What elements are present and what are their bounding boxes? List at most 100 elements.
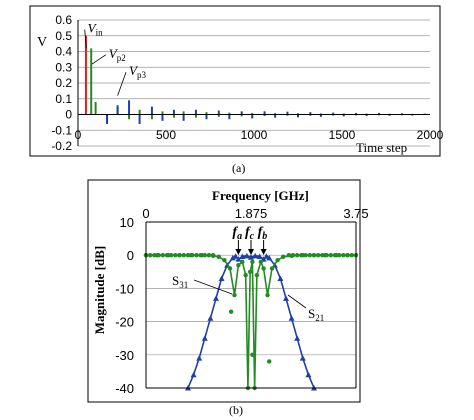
panel-b-caption: (b) bbox=[229, 403, 243, 417]
s31-subscript: 31 bbox=[179, 280, 188, 290]
panel-b-s31-point bbox=[303, 253, 308, 258]
panel-b-s21-point bbox=[229, 254, 236, 261]
panel-b-s31-point bbox=[211, 253, 216, 258]
annotation-main: V bbox=[88, 21, 98, 36]
panel-b-frequency-marker-label: fa bbox=[232, 225, 242, 242]
panel-b-s31-point bbox=[320, 253, 325, 258]
panel-a-y-tick: -0.1 bbox=[51, 123, 72, 137]
panel-b-s31-point bbox=[345, 253, 350, 258]
panel-b-s31-point bbox=[160, 253, 165, 258]
panel-a-annotation-arrow bbox=[91, 54, 107, 65]
panel-b-s31-point bbox=[307, 253, 312, 258]
panel-b-s31-point bbox=[169, 253, 174, 258]
panel-a-x-tick: 500 bbox=[156, 128, 176, 142]
marker-main: f bbox=[245, 225, 251, 240]
marker-subscript: b bbox=[262, 231, 267, 242]
panel-b-s31-point bbox=[265, 292, 270, 298]
panel-a-voltage-chart: 0.60.50.40.30.20.10-0.1-0.20 500 1000 1500 2… bbox=[29, 5, 444, 175]
panel-b-y-tick: 10 bbox=[120, 215, 134, 230]
panel-b-magnitude-chart: Frequency [GHz] 10 0 -10 -20 -30 -40 0 1.875 3.7… bbox=[87, 179, 369, 417]
panel-b-y-tick: -30 bbox=[115, 348, 134, 363]
panel-b-s31-point bbox=[261, 266, 266, 271]
panel-b-s21-point bbox=[239, 253, 246, 260]
panel-b-frequency-marker-label: fb bbox=[258, 225, 268, 242]
panel-b-s31-point bbox=[295, 253, 300, 258]
panel-b-y-tick: -40 bbox=[115, 381, 134, 396]
panel-a-x-tick: 2000 bbox=[417, 128, 444, 142]
marker-subscript: c bbox=[250, 231, 255, 242]
panel-b-s31-point bbox=[156, 253, 161, 258]
annotation-main: V bbox=[129, 63, 139, 78]
annotation-subscript: p2 bbox=[117, 53, 126, 63]
panel-b-s31-outlier bbox=[250, 352, 255, 357]
panel-b-x-label: Frequency [GHz] bbox=[212, 188, 309, 203]
panel-b-s31-point bbox=[290, 253, 296, 258]
annotation-main: V bbox=[109, 46, 119, 61]
panel-b-s31-point bbox=[227, 266, 233, 271]
panel-a-x-label: Time step bbox=[356, 140, 407, 155]
panel-b-y-tick: -20 bbox=[115, 315, 134, 330]
panel-b-y-tick: 0 bbox=[127, 248, 134, 263]
panel-b-y-label: Magnitude [dB] bbox=[92, 246, 107, 334]
marker-main: f bbox=[258, 225, 264, 240]
panel-b-frequency-marker-label: fc bbox=[245, 225, 255, 242]
panel-b-s31-outlier bbox=[228, 309, 234, 314]
panel-b-s31-point bbox=[286, 253, 291, 258]
panel-b-s31-pointer bbox=[193, 279, 233, 295]
panel-a-y-label: V bbox=[37, 35, 47, 50]
panel-b-s21-point bbox=[256, 253, 263, 260]
panel-b-s21-point bbox=[288, 315, 295, 321]
panel-b-s31-point bbox=[222, 257, 227, 263]
panel-a-y-tick: 0 bbox=[65, 108, 72, 122]
panel-b-marker-arrow-head bbox=[260, 249, 267, 255]
panel-b-s31-point bbox=[152, 253, 157, 258]
panel-b-s21-point bbox=[232, 253, 239, 259]
panel-b-s21-point bbox=[196, 355, 203, 361]
panel-b-s31-point bbox=[281, 254, 286, 260]
panel-b-s31-point bbox=[341, 253, 346, 258]
panel-a-annotation-label: Vp3 bbox=[129, 63, 146, 80]
panel-b-s21-point bbox=[213, 295, 219, 301]
panel-a-y-tick: 0.3 bbox=[55, 60, 72, 74]
panel-b-s31-point bbox=[311, 253, 317, 258]
marker-main: f bbox=[232, 225, 238, 240]
panel-b-s21-point bbox=[235, 256, 242, 262]
panel-b-s21-point bbox=[218, 275, 225, 281]
panel-b-s31-point bbox=[236, 262, 241, 268]
panel-b-s31-label: S31 bbox=[172, 273, 188, 290]
panel-a-caption: (a) bbox=[232, 161, 245, 175]
panel-b-s31-point bbox=[177, 253, 182, 258]
s21-letter: S bbox=[308, 306, 315, 321]
panel-b-s31-point bbox=[269, 266, 275, 271]
panel-b-frame bbox=[87, 179, 361, 403]
panel-b-s31-point bbox=[216, 254, 221, 260]
annotation-subscript: p3 bbox=[137, 70, 147, 80]
panel-a-annotation-label: Vin bbox=[88, 21, 103, 38]
panel-b-s21-point bbox=[201, 335, 208, 341]
panel-b-s21-pointer bbox=[287, 294, 307, 309]
panel-b-s31-point bbox=[194, 253, 199, 258]
panel-b-s31-point bbox=[190, 253, 195, 258]
panel-a-x-tick: 1000 bbox=[241, 128, 268, 142]
panel-b-s31-point bbox=[324, 253, 329, 258]
panel-a-annotation-label: Vp2 bbox=[109, 46, 126, 63]
panel-b-s31-point bbox=[173, 253, 178, 258]
panel-b-s21-point bbox=[243, 252, 250, 259]
panel-a-y-tick: 0.4 bbox=[55, 45, 72, 59]
panel-b-marker-arrow-head bbox=[248, 249, 254, 255]
panel-b-s31-point bbox=[349, 253, 354, 258]
panel-b-s31-point bbox=[148, 253, 153, 258]
panel-b-x-tick: 3.75 bbox=[343, 206, 368, 221]
panel-a-frame bbox=[29, 5, 441, 157]
panel-b-s21-point bbox=[207, 315, 214, 321]
panel-a-x-tick: 0 bbox=[75, 128, 82, 142]
panel-b-s21-point bbox=[283, 295, 289, 301]
panel-b-y-tick: -10 bbox=[115, 281, 134, 296]
panel-b-s31-point bbox=[181, 253, 186, 258]
panel-b-s31-point bbox=[299, 253, 304, 258]
panel-b-s31-point bbox=[316, 253, 321, 258]
panel-b-x-tick: 0 bbox=[142, 206, 149, 221]
panel-b-s31-point bbox=[247, 269, 253, 274]
panel-a-y-tick: 0.5 bbox=[55, 29, 72, 43]
s31-letter: S bbox=[172, 273, 179, 288]
